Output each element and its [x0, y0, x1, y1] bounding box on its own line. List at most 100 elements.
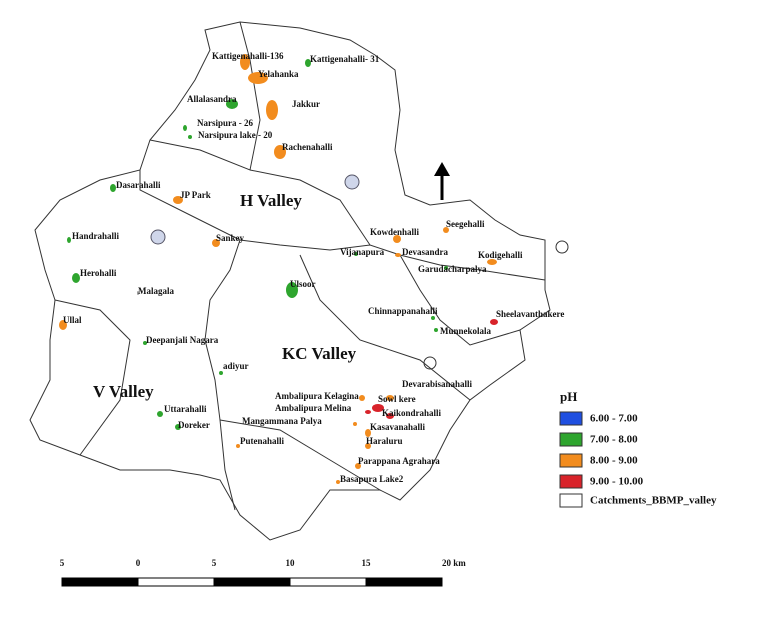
- lake-label: JP Park: [180, 190, 211, 200]
- lake-label: Yelahanka: [258, 69, 299, 79]
- valley-label: KC Valley: [282, 344, 357, 363]
- lake: [444, 266, 448, 270]
- lake-label: Jakkur: [292, 99, 320, 109]
- lake: [183, 125, 187, 131]
- scale-segment: [137, 577, 215, 587]
- lake-label: Rachenahalli: [282, 142, 333, 152]
- lake-label: Handrahalli: [72, 231, 120, 241]
- lake: [157, 411, 163, 417]
- scale-label: 5: [60, 558, 65, 568]
- lake-label: Munnekolala: [440, 326, 492, 336]
- emblem: [423, 356, 437, 370]
- scale-segment: [289, 577, 367, 587]
- lake: [188, 135, 192, 139]
- emblem: [344, 174, 360, 190]
- lake: [359, 395, 365, 401]
- lake-label: Kodigehalli: [478, 250, 523, 260]
- lake-label: Sowl kere: [378, 394, 416, 404]
- north-arrow-head: [434, 162, 450, 176]
- lake-label: Kattigenahalli- 31: [310, 54, 380, 64]
- lake: [490, 319, 498, 325]
- lake: [365, 410, 371, 414]
- scale-label: 0: [136, 558, 141, 568]
- lake: [431, 316, 435, 320]
- lake: [365, 429, 371, 437]
- legend-label: 7.00 - 8.00: [590, 434, 638, 446]
- scale-label: 20 km: [442, 558, 466, 568]
- lake: [67, 237, 71, 243]
- legend-label: 6.00 - 7.00: [590, 413, 638, 425]
- legend-swatch: [559, 474, 583, 489]
- legend-title: pH: [560, 389, 577, 404]
- legend-label: 8.00 - 9.00: [590, 455, 638, 467]
- lake-label: Doreker: [178, 420, 210, 430]
- lake-label: Allalasandra: [187, 94, 237, 104]
- lake-label: Chinnappanahalli: [368, 306, 438, 316]
- lake: [443, 227, 449, 233]
- valley-label: H Valley: [240, 191, 302, 210]
- lake-label: Devarabisanahalli: [402, 379, 473, 389]
- sub-catchment: [249, 169, 371, 246]
- valley-boundary: [204, 239, 241, 511]
- scale-segment: [61, 577, 139, 587]
- lake: [236, 444, 240, 448]
- lake: [386, 413, 394, 419]
- lake-label: Putenahalli: [240, 436, 285, 446]
- lake: [395, 253, 401, 257]
- lake: [248, 72, 268, 84]
- lake: [59, 320, 67, 330]
- lake-label: Seegehalli: [446, 219, 485, 229]
- emblem: [150, 229, 166, 245]
- legend-swatch: [559, 411, 583, 426]
- lake: [226, 99, 238, 109]
- lake-label: adiyur: [223, 361, 249, 371]
- lake-label: Narsipura lake - 20: [198, 130, 273, 140]
- lake-label: Deepanjali Nagara: [146, 335, 219, 345]
- lake-label: Sankey: [216, 233, 245, 243]
- sub-catchment: [54, 299, 131, 456]
- lake-label: Ullal: [63, 315, 82, 325]
- lake: [143, 341, 147, 345]
- lake: [487, 259, 497, 265]
- legend-swatch: [559, 432, 583, 447]
- scale-label: 5: [212, 558, 217, 568]
- lake: [110, 184, 116, 192]
- scale-label: 15: [362, 558, 372, 568]
- lake-label: Ambalipura Kelagina: [275, 391, 359, 401]
- legend-swatch: [559, 493, 583, 508]
- scale-segment: [213, 577, 291, 587]
- lake-label: Ambalipura Melina: [275, 403, 352, 413]
- lake: [219, 371, 223, 375]
- lake: [354, 252, 358, 256]
- lake-label: Kaikondrahalli: [382, 408, 442, 418]
- lake-label: Kasavanahalli: [370, 422, 426, 432]
- lake: [372, 404, 384, 412]
- lake-label: Narsipura - 26: [197, 118, 253, 128]
- lake-label: Dasarahalli: [116, 180, 161, 190]
- lake-label: Parappana Agrahara: [358, 456, 440, 466]
- lake-label: Devasandra: [402, 247, 449, 257]
- scale-label: 10: [286, 558, 296, 568]
- lake: [386, 395, 394, 401]
- lake: [434, 328, 438, 332]
- lake-label: Haraluru: [366, 436, 403, 446]
- lake-label: Uttarahalli: [164, 404, 207, 414]
- lake: [305, 59, 311, 67]
- legend-label: Catchments_BBMP_valley: [590, 495, 717, 507]
- lake: [266, 100, 278, 120]
- lake: [336, 480, 340, 484]
- lake: [365, 443, 371, 449]
- lake-label: Malagala: [138, 286, 174, 296]
- legend-label: 9.00 - 10.00: [590, 476, 644, 488]
- lake: [355, 463, 361, 469]
- lake-label: Ulsoor: [290, 279, 316, 289]
- sub-catchment: [299, 254, 471, 401]
- lake: [137, 291, 139, 295]
- lake-label: Kowdenhalli: [370, 227, 420, 237]
- lake: [173, 196, 183, 204]
- sub-catchment: [399, 254, 521, 346]
- lake-label: Mangammana Palya: [242, 416, 322, 426]
- lake: [353, 422, 357, 426]
- lake-label: Kattigenahalli-136: [212, 51, 284, 61]
